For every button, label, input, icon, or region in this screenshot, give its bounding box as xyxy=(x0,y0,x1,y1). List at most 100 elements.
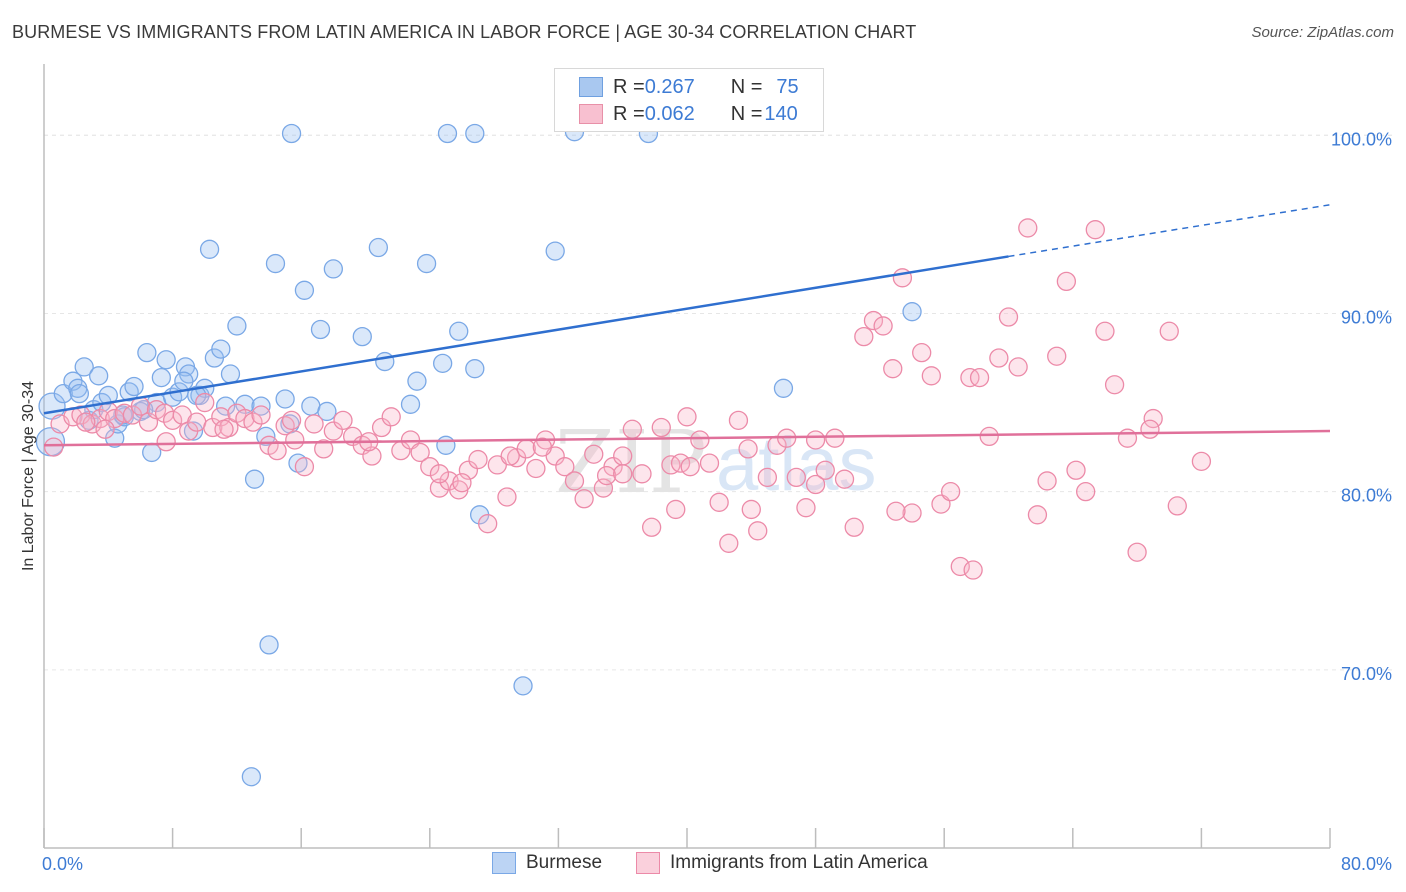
x-tick-label: 0.0% xyxy=(42,854,83,874)
latin-america-point xyxy=(596,465,617,486)
latin-america-point xyxy=(805,430,826,450)
burmese-point xyxy=(294,280,315,300)
latin-america-point xyxy=(187,412,207,432)
latin-america-point xyxy=(1037,471,1057,491)
legend-swatch-latin-america xyxy=(579,104,603,124)
latin-america-point xyxy=(912,343,932,363)
latin-america-point xyxy=(1143,408,1163,429)
legend-r-value: 0.267 xyxy=(644,75,695,98)
latin-america-point xyxy=(1159,321,1179,341)
latin-america-point xyxy=(211,407,231,427)
axis-labels: 70.0% 80.0% 90.0% 100.0% 0.0% 80.0% In Labor F… xyxy=(20,129,1392,874)
burmese-point xyxy=(89,366,109,386)
latin-america-point xyxy=(371,417,392,438)
latin-america-point xyxy=(651,417,671,438)
series-legend-label-latin-america: Immigrants from Latin America xyxy=(670,852,928,873)
burmese-point xyxy=(375,351,395,372)
latin-america-point xyxy=(1127,542,1147,562)
latin-america-trend-line xyxy=(43,429,1331,447)
burmese-trend-extension xyxy=(1008,204,1331,258)
burmese-point xyxy=(400,394,421,414)
latin-america-point xyxy=(516,439,536,459)
latin-america-point xyxy=(690,430,710,450)
latin-america-point xyxy=(243,412,263,432)
latin-america-point xyxy=(429,478,450,498)
burmese-point xyxy=(437,123,458,144)
latin-america-point xyxy=(43,437,64,457)
latin-america-point xyxy=(757,467,778,488)
burmese-point xyxy=(259,635,279,655)
series-legend-swatch-latin-america xyxy=(636,852,660,874)
latin-america-point xyxy=(555,457,575,477)
gridlines xyxy=(44,134,1392,671)
latin-america-point xyxy=(1008,357,1028,377)
latin-america-point xyxy=(1140,419,1160,439)
series-legend: Burmese Immigrants from Latin America xyxy=(0,852,1406,878)
burmese-point xyxy=(301,396,321,416)
latin-america-point xyxy=(1018,218,1038,238)
legend-n-label: N = xyxy=(730,102,763,125)
burmese-point xyxy=(265,253,286,274)
burmese-point xyxy=(902,302,922,322)
latin-america-point xyxy=(304,414,324,434)
latin-america-point xyxy=(738,439,758,459)
latin-america-point xyxy=(76,412,96,432)
latin-america-point xyxy=(214,419,234,439)
burmese-point xyxy=(449,321,469,341)
latin-america-point xyxy=(281,410,302,431)
legend-row-burmese: R = 0.267 N = 75 xyxy=(555,74,799,100)
latin-america-point xyxy=(748,521,768,541)
latin-america-point xyxy=(680,457,700,477)
series-burmese-points xyxy=(35,122,922,787)
latin-america-point xyxy=(979,426,999,447)
y-tick-label: 90.0% xyxy=(1341,307,1392,327)
burmese-point xyxy=(151,367,171,388)
latin-america-point xyxy=(641,517,662,537)
burmese-point xyxy=(156,350,176,370)
latin-america-point xyxy=(863,310,884,331)
burmese-point xyxy=(416,253,437,274)
latin-america-point xyxy=(963,560,983,580)
latin-america-point xyxy=(95,419,115,439)
burmese-trend-line xyxy=(43,255,1009,415)
latin-america-point xyxy=(1056,271,1077,292)
latin-america-point xyxy=(497,487,517,507)
latin-america-point xyxy=(314,439,334,459)
burmese-point xyxy=(310,319,331,340)
series-legend-burmese: Burmese xyxy=(492,852,602,874)
latin-america-point xyxy=(362,446,382,466)
latin-america-point xyxy=(1104,375,1125,395)
latin-america-point xyxy=(741,499,761,520)
burmese-point xyxy=(433,353,453,373)
legend-swatch-burmese xyxy=(579,77,603,97)
latin-america-point xyxy=(584,444,604,464)
latin-america-point xyxy=(998,307,1019,327)
burmese-point xyxy=(187,385,207,406)
latin-america-point xyxy=(883,359,903,379)
x-tick-label: 80.0% xyxy=(1341,854,1392,874)
burmese-point xyxy=(227,316,247,336)
latin-america-point xyxy=(844,517,864,537)
latin-america-point xyxy=(825,428,845,448)
latin-america-point xyxy=(677,407,697,427)
latin-america-point xyxy=(834,469,855,489)
latin-america-point xyxy=(532,437,552,457)
stats-legend: R = 0.267 N = 75 R = 0.062 N = 140 xyxy=(554,68,824,132)
latin-america-point xyxy=(902,503,922,523)
burmese-point xyxy=(465,123,485,144)
burmese-point xyxy=(241,767,262,787)
burmese-point xyxy=(137,343,157,363)
burmese-point xyxy=(74,357,94,377)
burmese-point xyxy=(174,371,194,391)
latin-america-point xyxy=(195,392,215,413)
latin-america-point xyxy=(921,366,941,386)
chart-title: BURMESE VS IMMIGRANTS FROM LATIN AMERICA… xyxy=(12,22,917,42)
latin-america-point xyxy=(500,446,520,466)
latin-america-point xyxy=(574,489,594,509)
latin-america-point xyxy=(709,492,729,512)
latin-america-point xyxy=(786,467,806,488)
legend-r-value: 0.062 xyxy=(644,102,695,125)
burmese-point xyxy=(513,676,533,696)
latin-america-point xyxy=(666,499,686,520)
